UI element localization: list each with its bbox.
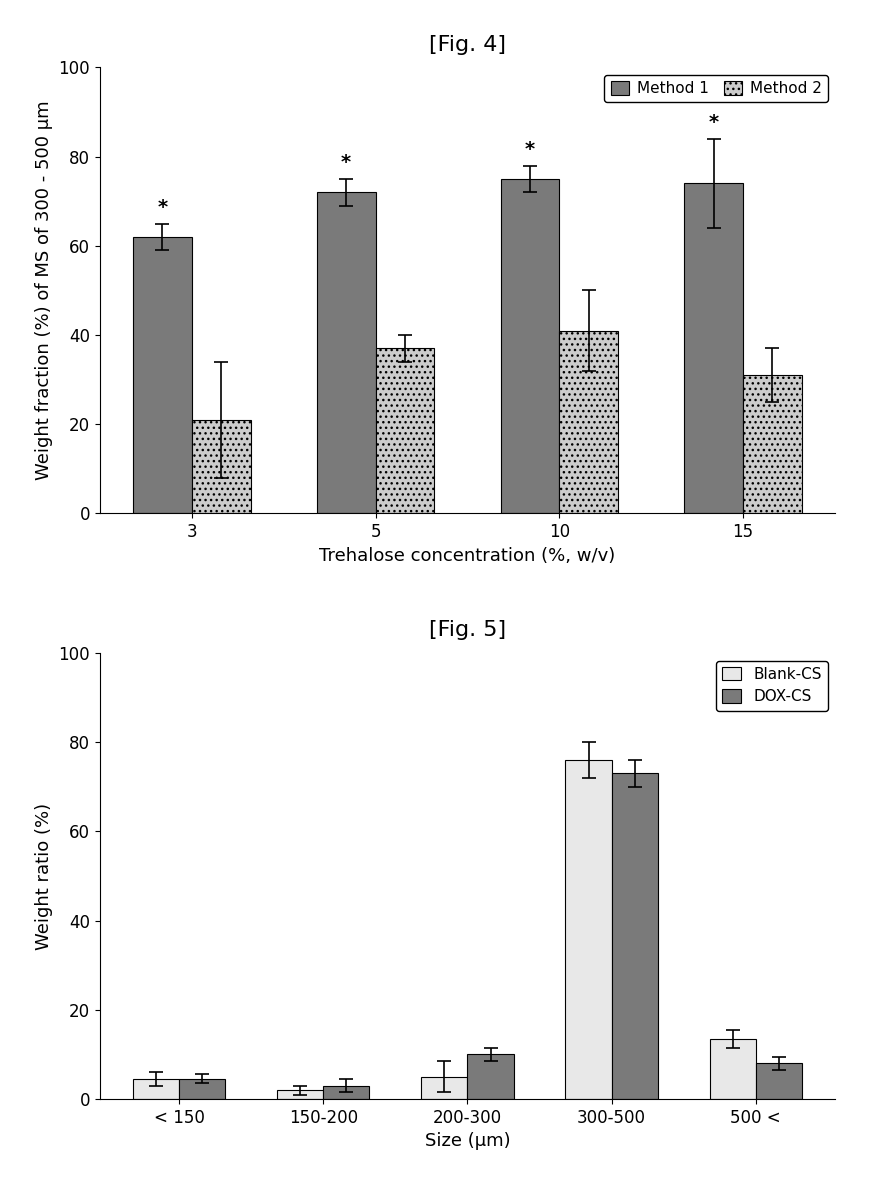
Bar	[133, 237, 192, 513]
Bar	[133, 1078, 179, 1098]
Y-axis label: Weight fraction (%) of MS of 300 - 500 μm: Weight fraction (%) of MS of 300 - 500 μ…	[35, 101, 53, 480]
Bar	[742, 376, 801, 513]
Bar	[500, 179, 559, 513]
Bar	[323, 1085, 369, 1098]
Text: *: *	[524, 140, 534, 159]
X-axis label: Size (μm): Size (μm)	[424, 1133, 510, 1151]
Bar	[709, 1039, 755, 1098]
Bar	[277, 1090, 323, 1098]
Bar	[375, 348, 434, 513]
Bar	[316, 192, 375, 513]
Bar	[683, 184, 742, 513]
Text: *: *	[157, 198, 168, 217]
X-axis label: Trehalose concentration (%, w/v): Trehalose concentration (%, w/v)	[319, 546, 615, 565]
Legend: Method 1, Method 2: Method 1, Method 2	[604, 75, 826, 102]
Text: *: *	[707, 113, 718, 132]
Legend: Blank-CS, DOX-CS: Blank-CS, DOX-CS	[715, 660, 826, 711]
Title: [Fig. 5]: [Fig. 5]	[428, 620, 506, 640]
Title: [Fig. 4]: [Fig. 4]	[428, 34, 506, 55]
Bar	[559, 331, 617, 513]
Text: *: *	[341, 153, 351, 172]
Bar	[192, 419, 250, 513]
Y-axis label: Weight ratio (%): Weight ratio (%)	[35, 802, 53, 949]
Bar	[611, 774, 657, 1098]
Bar	[565, 760, 611, 1098]
Bar	[755, 1063, 801, 1098]
Bar	[421, 1077, 467, 1098]
Bar	[467, 1055, 513, 1098]
Bar	[179, 1078, 225, 1098]
